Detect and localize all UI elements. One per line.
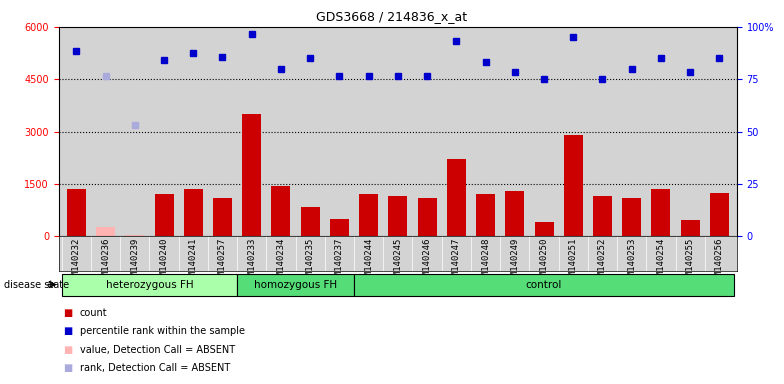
FancyBboxPatch shape [62,274,237,296]
Text: ■: ■ [63,308,72,318]
Bar [96,227,115,236]
Bar [710,192,729,236]
Text: ■: ■ [63,363,72,373]
Text: ■: ■ [63,326,72,336]
Text: GSM140251: GSM140251 [568,238,578,286]
Text: GSM140236: GSM140236 [101,238,110,286]
Text: percentile rank within the sample: percentile rank within the sample [80,326,245,336]
Text: GSM140246: GSM140246 [423,238,432,286]
Text: GSM140234: GSM140234 [277,238,285,286]
Bar [359,194,378,236]
Bar [447,159,466,236]
Text: GSM140253: GSM140253 [627,238,637,286]
Bar [476,194,495,236]
Text: GSM140257: GSM140257 [218,238,227,286]
Text: GSM140250: GSM140250 [539,238,549,286]
Text: GSM140241: GSM140241 [189,238,198,286]
Text: GSM140255: GSM140255 [686,238,695,286]
Bar [535,222,554,236]
Bar [301,207,320,236]
Bar [564,135,583,236]
Text: GSM140235: GSM140235 [306,238,314,286]
Bar [125,235,144,236]
Text: rank, Detection Call = ABSENT: rank, Detection Call = ABSENT [80,363,230,373]
Bar [418,198,437,236]
Text: GSM140254: GSM140254 [656,238,666,286]
Text: homozygous FH: homozygous FH [254,280,337,290]
Text: ■: ■ [63,345,72,355]
Text: GSM140247: GSM140247 [452,238,461,286]
FancyBboxPatch shape [237,274,354,296]
Bar [506,191,524,236]
Text: GSM140245: GSM140245 [394,238,402,286]
Bar [593,196,612,236]
Text: disease state: disease state [4,280,69,290]
Text: GDS3668 / 214836_x_at: GDS3668 / 214836_x_at [317,10,467,23]
Text: GSM140237: GSM140237 [335,238,344,286]
Text: GSM140249: GSM140249 [510,238,519,286]
Text: GSM140256: GSM140256 [715,238,724,286]
Bar [242,114,261,236]
Text: GSM140239: GSM140239 [130,238,140,286]
Bar [622,198,641,236]
Text: GSM140233: GSM140233 [247,238,256,286]
Bar [652,189,670,236]
Bar [388,196,408,236]
Bar [271,185,290,236]
Text: control: control [526,280,562,290]
Text: GSM140244: GSM140244 [364,238,373,286]
Text: GSM140252: GSM140252 [598,238,607,286]
Text: heterozygous FH: heterozygous FH [106,280,193,290]
Bar [183,189,203,236]
Text: GSM140240: GSM140240 [159,238,169,286]
Bar [681,220,699,236]
Bar [154,194,173,236]
Bar [213,198,232,236]
Text: value, Detection Call = ABSENT: value, Detection Call = ABSENT [80,345,235,355]
FancyBboxPatch shape [354,274,734,296]
Text: count: count [80,308,107,318]
Bar [67,189,85,236]
Bar [330,219,349,236]
Text: GSM140232: GSM140232 [72,238,81,286]
Text: GSM140248: GSM140248 [481,238,490,286]
